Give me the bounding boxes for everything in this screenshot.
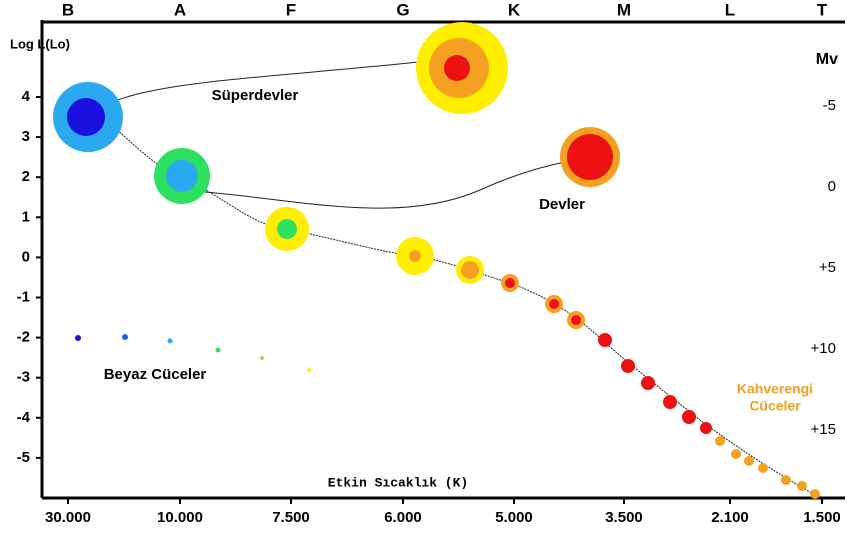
- star: [621, 359, 635, 373]
- region-label: Süperdevler: [212, 87, 299, 104]
- white-dwarf: [167, 338, 173, 344]
- y-tick-label: 2: [22, 168, 30, 185]
- stars: [53, 22, 820, 499]
- star: [505, 278, 515, 288]
- x-tick-label: 30.000: [45, 509, 91, 526]
- star: [744, 456, 754, 466]
- star: [166, 160, 198, 192]
- region-label: Devler: [539, 196, 585, 213]
- x-tick-label: 6.000: [384, 509, 422, 526]
- giant-branch: [204, 161, 566, 209]
- star: [682, 410, 696, 424]
- spectral-class: F: [286, 0, 296, 19]
- spectral-class: A: [174, 0, 186, 19]
- y-tick-label: -4: [17, 409, 31, 426]
- y-tick-label: 0: [22, 248, 30, 265]
- left-axis-label: Log L(Lo): [10, 36, 70, 51]
- star: [461, 261, 479, 279]
- y2-tick-label: 0: [828, 178, 836, 195]
- bottom-axis-label: Etkin Sıcaklık (K): [328, 475, 468, 490]
- spectral-class: L: [725, 0, 735, 19]
- region-label: Kahverengi: [737, 381, 813, 397]
- x-tick-label: 10.000: [157, 509, 203, 526]
- star: [700, 422, 712, 434]
- spectral-class: G: [396, 0, 409, 19]
- star: [277, 219, 297, 239]
- x-tick-label: 3.500: [605, 509, 643, 526]
- white-dwarf: [260, 356, 264, 360]
- star: [731, 449, 741, 459]
- star: [641, 376, 655, 390]
- right-axis-label: Mv: [816, 51, 838, 68]
- x-tick-label: 1.500: [803, 509, 841, 526]
- y2-tick-label: +10: [811, 340, 836, 357]
- star: [549, 299, 559, 309]
- white-dwarf: [307, 368, 311, 372]
- spectral-class: K: [508, 0, 521, 19]
- region-label: Cüceler: [749, 398, 801, 414]
- star: [567, 134, 613, 180]
- star: [810, 489, 820, 499]
- main-sequence: [114, 127, 816, 496]
- star: [571, 315, 581, 325]
- star: [409, 250, 421, 262]
- star: [67, 98, 105, 136]
- white-dwarf: [122, 334, 128, 340]
- x-tick-label: 5.000: [495, 509, 533, 526]
- spectral-class: M: [617, 0, 631, 19]
- supergiant-branch: [117, 61, 419, 101]
- star: [758, 463, 768, 473]
- x-tick-label: 7.500: [272, 509, 310, 526]
- y-tick-label: -5: [17, 449, 30, 466]
- spectral-class: T: [817, 0, 828, 19]
- white-dwarf: [75, 335, 81, 341]
- y2-tick-label: +5: [819, 259, 836, 276]
- y-tick-label: -2: [17, 329, 30, 346]
- spectral-class: B: [62, 0, 74, 19]
- y-tick-label: 3: [22, 128, 30, 145]
- star: [598, 333, 612, 347]
- x-tick-label: 2.100: [711, 509, 749, 526]
- star: [715, 436, 725, 446]
- star: [797, 481, 807, 491]
- star: [444, 55, 470, 81]
- white-dwarf: [215, 347, 221, 353]
- y2-tick-label: -5: [823, 97, 836, 114]
- star: [781, 475, 791, 485]
- y-tick-label: 1: [22, 208, 30, 225]
- y-tick-label: 4: [22, 88, 31, 105]
- y-tick-label: -1: [17, 288, 30, 305]
- y2-tick-label: +15: [811, 421, 836, 438]
- star: [663, 395, 677, 409]
- region-label: Beyaz Cüceler: [104, 366, 207, 383]
- y-tick-label: -3: [17, 369, 30, 386]
